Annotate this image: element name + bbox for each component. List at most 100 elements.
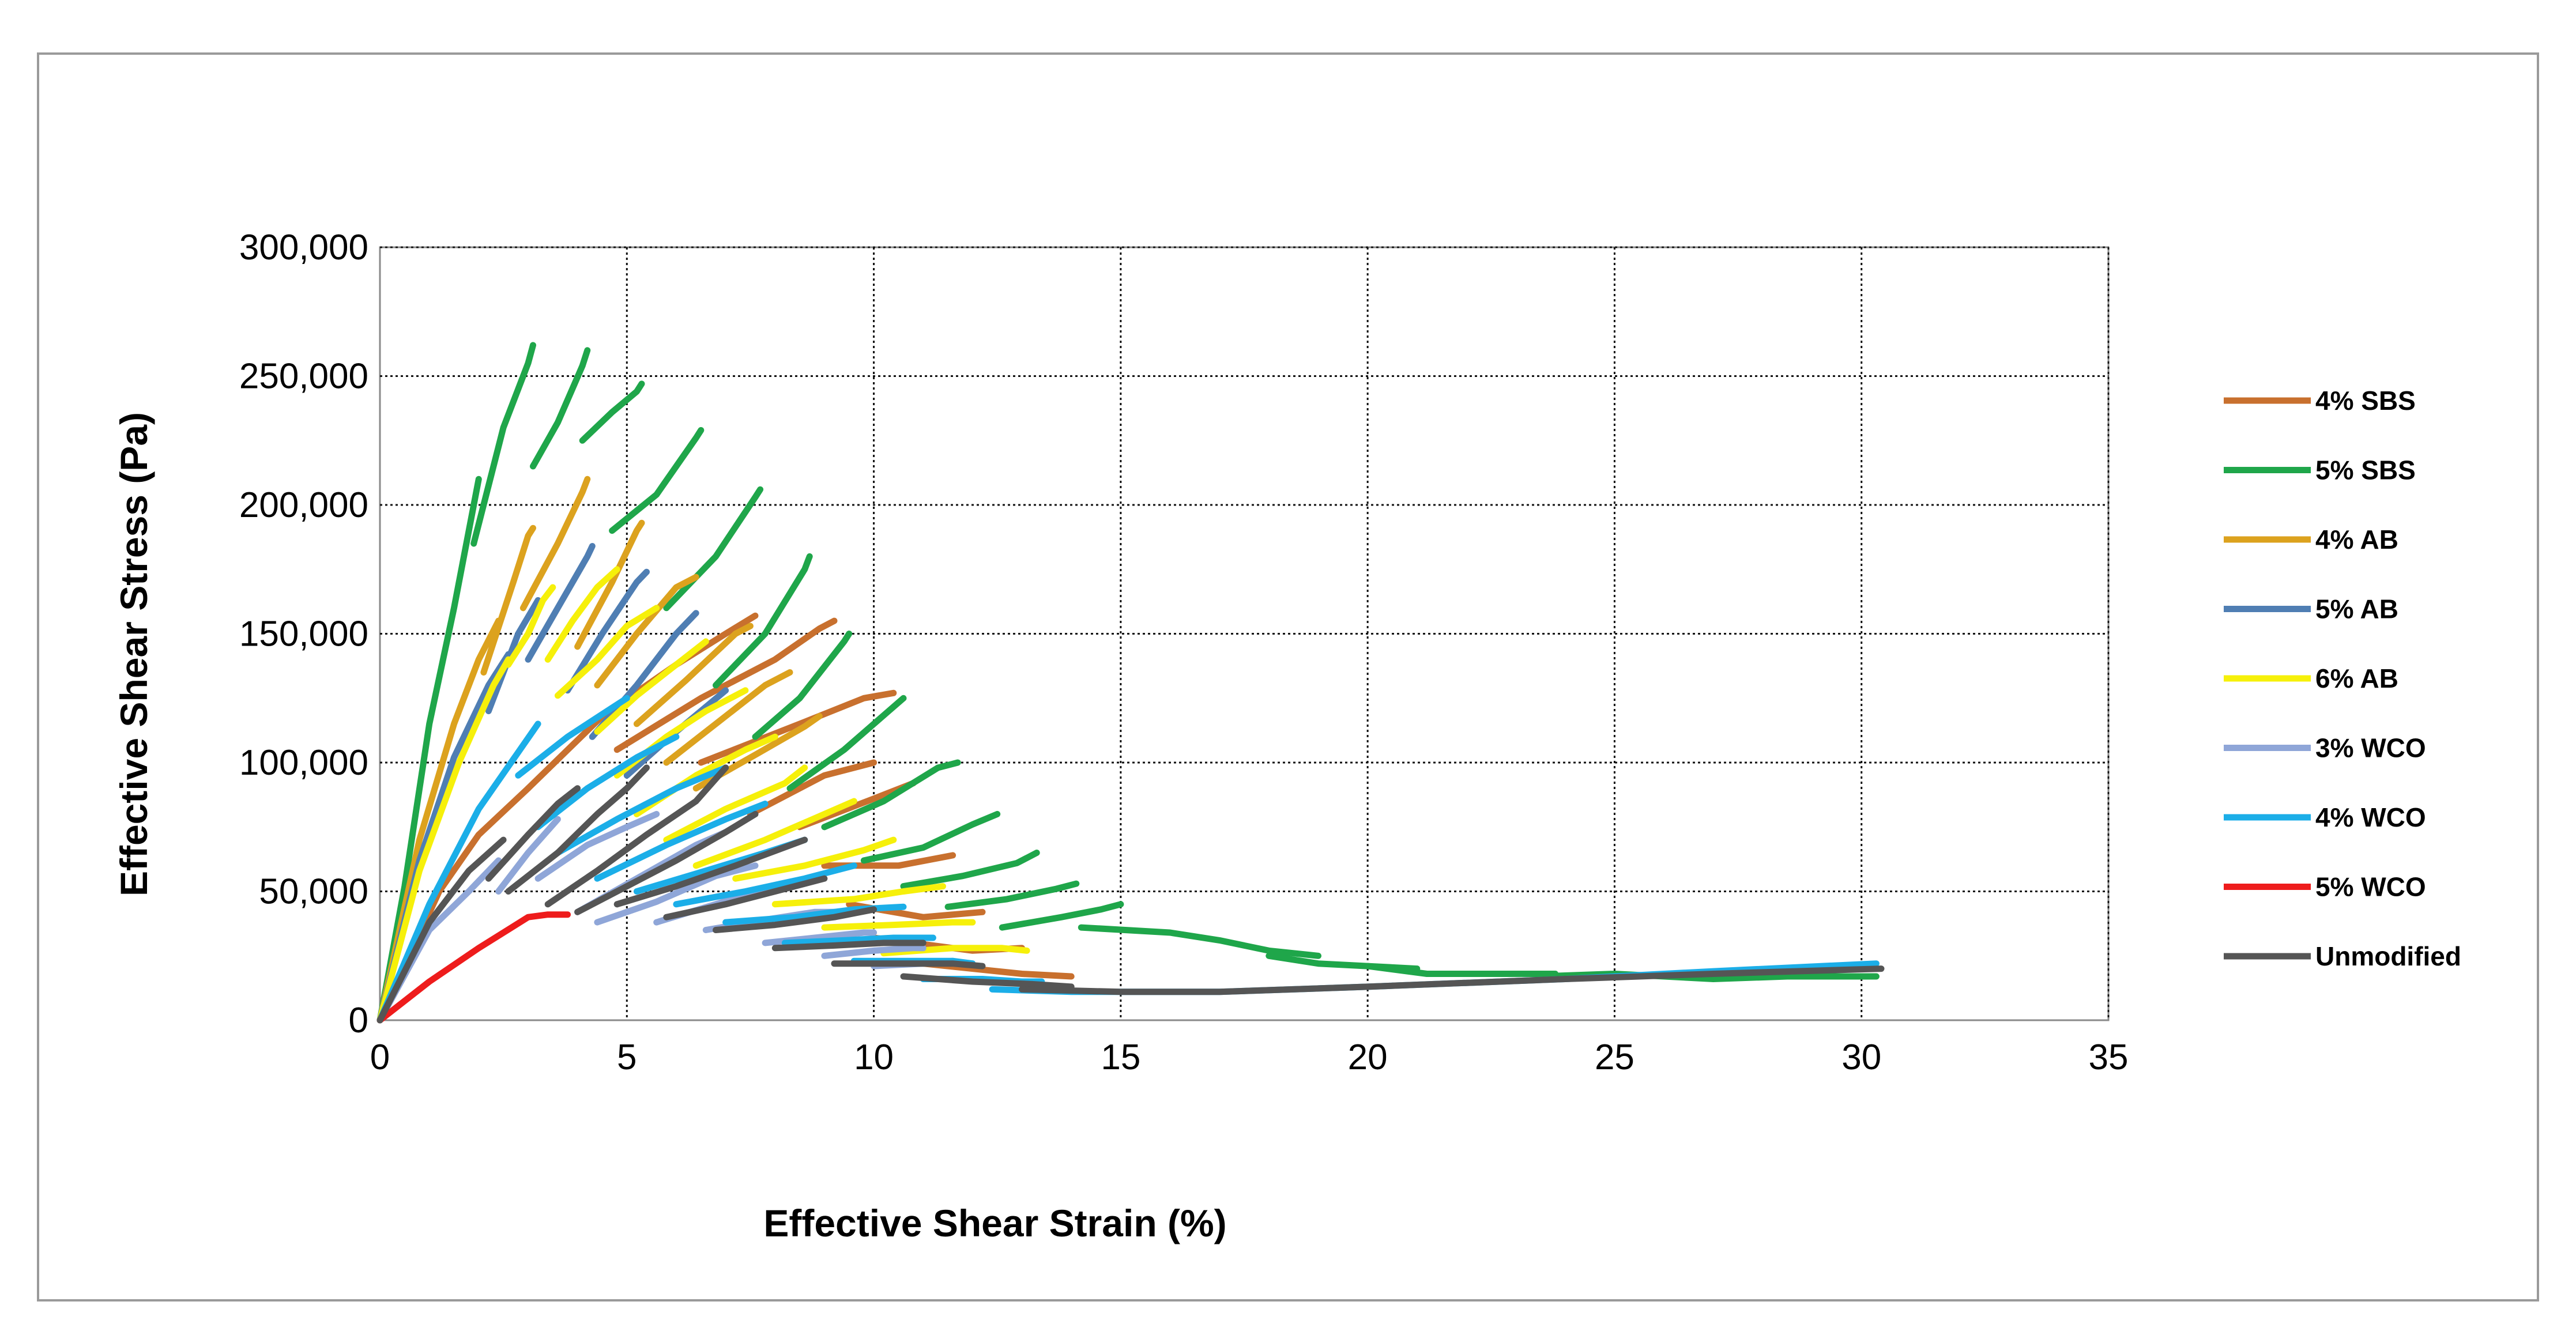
series-line-4pct-wco — [515, 695, 630, 779]
legend-label: 3% WCO — [2315, 733, 2426, 763]
series-line-unmodified — [485, 785, 581, 882]
legend-item: 6% AB — [2224, 663, 2398, 693]
x-tick-label: 20 — [1348, 1038, 1388, 1077]
series-line-5pct-sbs — [999, 901, 1124, 931]
y-tick-label: 50,000 — [259, 872, 368, 912]
series-line-4pct-ab — [376, 617, 502, 1024]
legend: 4% SBS 5% SBS 4% AB 5% AB 6% AB 3% WCO 4% WCO 5… — [2224, 386, 2461, 971]
series-line-4pct-wco — [781, 934, 936, 946]
x-tick-label: 0 — [370, 1038, 390, 1077]
series-line-4pct-ab — [663, 669, 793, 766]
series-line-5pct-sbs — [713, 553, 813, 689]
y-axis-title: Effective Shear Stress (Pa) — [112, 412, 155, 896]
series-line-unmodified — [544, 764, 729, 908]
legend-label: 6% AB — [2315, 663, 2398, 693]
series-line-3pct-wco — [821, 945, 927, 959]
series-line-4pct-ab — [480, 525, 536, 676]
series-line-unmodified — [713, 906, 878, 933]
series-layer — [376, 342, 1885, 1024]
series-unmodified — [376, 764, 1885, 1024]
series-line-5pct-sbs — [786, 695, 907, 792]
series-line-6pct-ab — [594, 638, 709, 735]
series-line-5pct-sbs — [944, 880, 1080, 910]
series-line-5pct-sbs — [1078, 924, 1321, 959]
legend-item: Unmodified — [2224, 941, 2461, 971]
series-line-4pct-sbs — [747, 759, 878, 817]
series-line-unmodified — [505, 764, 650, 895]
series-line-5pct-ab — [589, 610, 699, 740]
legend-label: 5% SBS — [2315, 455, 2416, 485]
legend-item: 4% SBS — [2224, 386, 2416, 416]
series-line-5pct-sbs — [900, 850, 1040, 890]
y-tick-label: 150,000 — [239, 614, 368, 654]
series-6pct-ab — [376, 566, 1030, 1024]
series-line-5pct-wco — [376, 911, 571, 1024]
series-line-unmodified — [613, 836, 808, 908]
series-line-6pct-ab — [663, 764, 808, 843]
series-line-4pct-ab — [519, 476, 591, 612]
series-line-4pct-sbs — [613, 617, 838, 753]
shear-chart: 0 5 10 15 20 25 30 35 0 50,000 100,000 150,000 200,0… — [112, 228, 2461, 1244]
series-line-unmodified — [900, 973, 1075, 990]
legend-item: 5% SBS — [2224, 455, 2416, 485]
x-axis-title: Effective Shear Strain (%) — [763, 1202, 1226, 1244]
y-tick-label: 100,000 — [239, 743, 368, 783]
legend-label: 4% SBS — [2315, 386, 2416, 416]
series-line-5pct-sbs — [530, 347, 591, 470]
legend-label: 5% AB — [2315, 594, 2398, 624]
y-tick-label: 300,000 — [239, 228, 368, 267]
x-tick-label: 35 — [2089, 1038, 2129, 1077]
series-line-4pct-ab — [574, 519, 645, 650]
legend-item: 5% AB — [2224, 594, 2398, 624]
series-line-unmodified — [831, 960, 986, 969]
series-line-3pct-wco — [594, 862, 759, 926]
x-tick-label: 25 — [1595, 1038, 1635, 1077]
series-line-6pct-ab — [692, 798, 857, 869]
series-line-5pct-sbs — [609, 427, 705, 534]
series-line-4pct-wco — [534, 733, 680, 831]
series-line-5pct-sbs — [470, 342, 536, 547]
series-line-unmodified — [771, 940, 927, 952]
series-line-5pct-sbs — [821, 759, 961, 831]
x-tick-label: 5 — [617, 1038, 637, 1077]
x-tick-label: 10 — [854, 1038, 894, 1077]
grid-lines — [380, 246, 2110, 1020]
series-line-4pct-wco — [673, 862, 857, 908]
series-line-5pct-ab — [485, 597, 541, 715]
legend-label: 5% WCO — [2315, 872, 2426, 902]
series-line-unmodified — [663, 875, 828, 921]
y-tick-label: 200,000 — [239, 485, 368, 525]
series-line-4pct-wco — [722, 903, 907, 926]
x-tick-label: 15 — [1101, 1038, 1140, 1077]
series-line-5pct-sbs — [752, 631, 853, 740]
series-line-6pct-ab — [821, 919, 976, 931]
series-line-6pct-ab — [544, 566, 620, 663]
series-line-4pct-ab — [633, 623, 754, 727]
series-line-5pct-sbs — [860, 810, 1001, 864]
series-line-unmodified — [574, 810, 759, 915]
x-tick-label: 30 — [1841, 1038, 1881, 1077]
series-line-5pct-ab — [525, 543, 596, 663]
legend-label: Unmodified — [2315, 941, 2461, 971]
series-line-4pct-wco — [554, 764, 729, 856]
series-line-4pct-wco — [376, 720, 541, 1024]
y-tick-label: 0 — [349, 1001, 368, 1040]
y-tick-label: 250,000 — [239, 357, 368, 397]
series-line-unmodified — [376, 836, 507, 1024]
series-line-5pct-sbs — [579, 380, 645, 444]
chart-frame: 0 5 10 15 20 25 30 35 0 50,000 100,000 150,000 200,0… — [37, 52, 2539, 1301]
series-line-unmodified — [1019, 965, 1885, 995]
series-line-6pct-ab — [771, 883, 946, 908]
series-line-6pct-ab — [376, 656, 512, 1024]
series-line-4pct-sbs — [698, 689, 897, 766]
legend-label: 4% AB — [2315, 525, 2398, 554]
legend-item: 4% AB — [2224, 525, 2398, 554]
series-line-4pct-wco — [594, 801, 769, 882]
series-line-6pct-ab — [554, 605, 660, 699]
series-line-6pct-ab — [505, 584, 556, 668]
series-5pct-wco — [376, 911, 571, 1024]
legend-label: 4% WCO — [2315, 802, 2426, 832]
tick-labels: 0 5 10 15 20 25 30 35 0 50,000 100,000 150,000 200,0… — [239, 228, 2129, 1077]
series-line-5pct-sbs — [1364, 963, 1559, 977]
legend-item: 5% WCO — [2224, 872, 2426, 902]
